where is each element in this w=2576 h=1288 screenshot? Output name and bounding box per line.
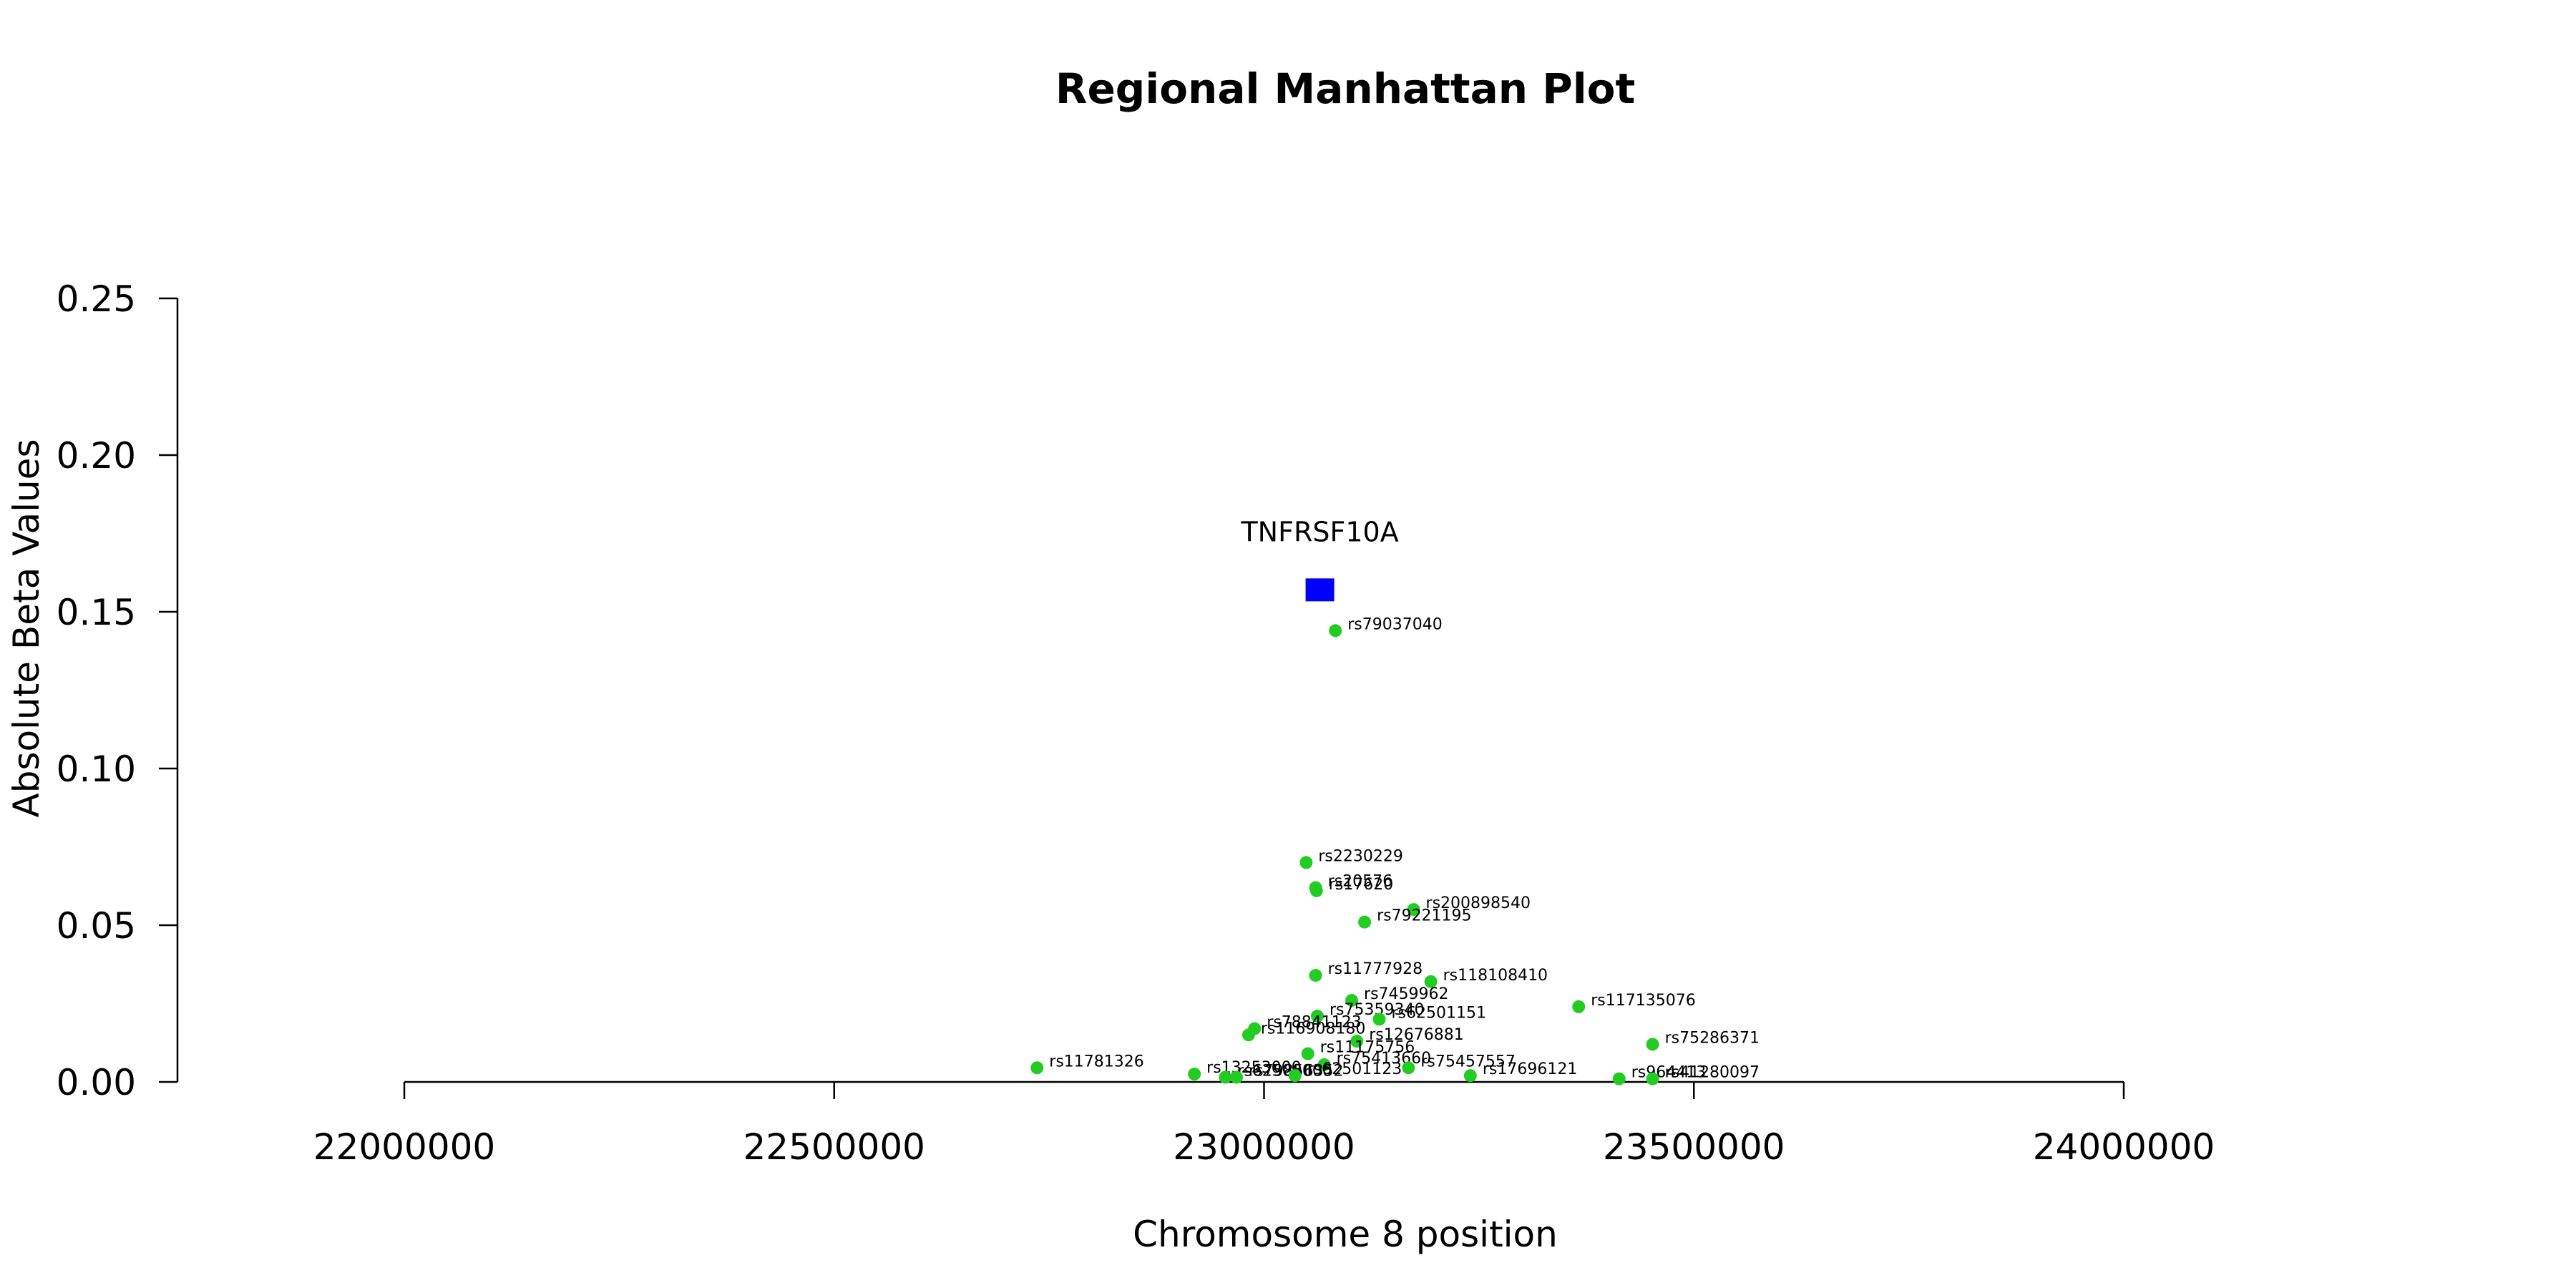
snp-label: rs75457557 [1420, 1053, 1515, 1070]
snp-point [1301, 1047, 1314, 1060]
snp-point [1372, 1013, 1386, 1026]
snp-point [1646, 1072, 1659, 1085]
snp-point [1309, 884, 1323, 897]
x-axis-ticks: 22000000 22500000 23000000 23500000 24000000 [313, 1082, 2215, 1168]
snp-point [1329, 624, 1342, 638]
chart-title: Regional Manhattan Plot [1055, 64, 1635, 113]
x-tick-label: 24000000 [2033, 1126, 2215, 1168]
snp-point [1646, 1038, 1659, 1051]
snp-label: rs118108410 [1443, 967, 1548, 985]
snp-label: rs964413 [1631, 1064, 1707, 1082]
snp-point [1219, 1070, 1232, 1084]
gene-label: TNFRSF10A [1240, 516, 1398, 547]
snp-point [1407, 903, 1420, 917]
snp-point [1358, 915, 1372, 929]
snp-label: rs11777928 [1328, 960, 1423, 978]
snp-label: rs79037040 [1347, 615, 1442, 633]
snp-point [1309, 969, 1322, 982]
snp-point [1230, 1070, 1244, 1084]
snp-point [1299, 856, 1313, 869]
snp-label: rs78841123 [1267, 1014, 1361, 1032]
snp-point [1572, 1000, 1586, 1013]
y-tick-label: 0.00 [57, 1062, 136, 1103]
snp-label: rs7459962 [1364, 985, 1449, 1003]
x-axis-label: Chromosome 8 position [1133, 1214, 1558, 1255]
snp-point [1345, 994, 1359, 1008]
snp-point [1424, 975, 1438, 988]
snp-label: rs62500000 [1237, 1062, 1332, 1080]
snp-label: rs62501151 [1392, 1004, 1486, 1022]
snp-label: rs41280097 [1665, 1064, 1760, 1082]
y-tick-label: 0.10 [57, 748, 136, 790]
snp-point [1350, 1035, 1364, 1048]
snp-label: rs117135076 [1591, 992, 1695, 1010]
snp-point [1241, 1028, 1255, 1042]
gene-marker-group: TNFRSF10A [1240, 516, 1399, 602]
snp-label: rs75286371 [1665, 1029, 1760, 1047]
snp-label: rs79221195 [1377, 907, 1471, 925]
y-axis-ticks: 0.00 0.05 0.10 0.15 0.20 0.25 [57, 278, 177, 1103]
snp-label: rs17620 [1329, 876, 1394, 894]
snp-label: rs116908180 [1261, 1020, 1365, 1038]
snp-point [1030, 1061, 1044, 1075]
y-axis-label: Absolute Beta Values [6, 439, 47, 818]
snp-point [1317, 1058, 1331, 1071]
y-tick-label: 0.20 [57, 435, 136, 477]
snp-point [1612, 1072, 1626, 1085]
snp-label: rs12676881 [1369, 1026, 1463, 1044]
gene-marker [1305, 578, 1335, 602]
y-tick-label: 0.05 [57, 905, 136, 947]
snp-label: rs11175756 [1320, 1039, 1415, 1057]
snp-label: rs20576 [1328, 872, 1393, 890]
snp-label: rs62501123 [1307, 1060, 1402, 1078]
snp-point [1402, 1061, 1415, 1075]
x-tick-label: 23500000 [1603, 1126, 1785, 1168]
snp-point [1463, 1069, 1477, 1083]
snp-label: rs2230229 [1318, 847, 1403, 865]
snp-label: rs200898540 [1426, 894, 1531, 912]
snp-label: rs75413660 [1337, 1050, 1431, 1068]
snp-label: rs11781326 [1049, 1053, 1143, 1070]
y-tick-label: 0.25 [57, 278, 136, 320]
snp-point [1310, 1010, 1324, 1023]
x-tick-label: 23000000 [1173, 1126, 1355, 1168]
x-tick-label: 22500000 [743, 1126, 926, 1168]
y-tick-label: 0.15 [57, 592, 136, 633]
snp-label: rs17696121 [1483, 1060, 1577, 1078]
snp-point [1188, 1068, 1201, 1081]
x-tick-label: 22000000 [313, 1126, 496, 1168]
snp-point [1288, 1069, 1302, 1083]
